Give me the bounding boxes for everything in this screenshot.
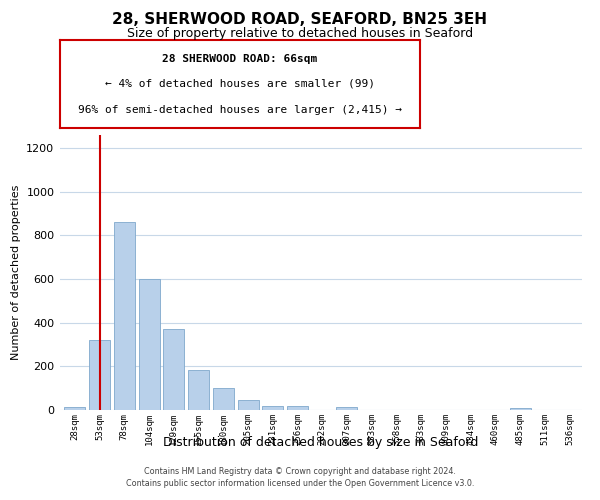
- Bar: [287, 406, 308, 410]
- Bar: [64, 408, 85, 410]
- Y-axis label: Number of detached properties: Number of detached properties: [11, 185, 21, 360]
- Bar: [337, 406, 358, 410]
- Text: Distribution of detached houses by size in Seaford: Distribution of detached houses by size …: [163, 436, 479, 449]
- Bar: [163, 329, 184, 410]
- Text: 28 SHERWOOD ROAD: 66sqm: 28 SHERWOOD ROAD: 66sqm: [163, 54, 317, 64]
- Bar: [114, 222, 135, 410]
- Bar: [89, 340, 110, 410]
- Bar: [262, 406, 283, 410]
- Bar: [509, 408, 530, 410]
- Text: Contains HM Land Registry data © Crown copyright and database right 2024.
Contai: Contains HM Land Registry data © Crown c…: [126, 466, 474, 487]
- Bar: [139, 279, 160, 410]
- Text: 28, SHERWOOD ROAD, SEAFORD, BN25 3EH: 28, SHERWOOD ROAD, SEAFORD, BN25 3EH: [113, 12, 487, 28]
- Bar: [188, 370, 209, 410]
- Text: 96% of semi-detached houses are larger (2,415) →: 96% of semi-detached houses are larger (…: [78, 105, 402, 115]
- Text: ← 4% of detached houses are smaller (99): ← 4% of detached houses are smaller (99): [105, 78, 375, 89]
- Bar: [213, 388, 234, 410]
- Bar: [238, 400, 259, 410]
- Text: Size of property relative to detached houses in Seaford: Size of property relative to detached ho…: [127, 28, 473, 40]
